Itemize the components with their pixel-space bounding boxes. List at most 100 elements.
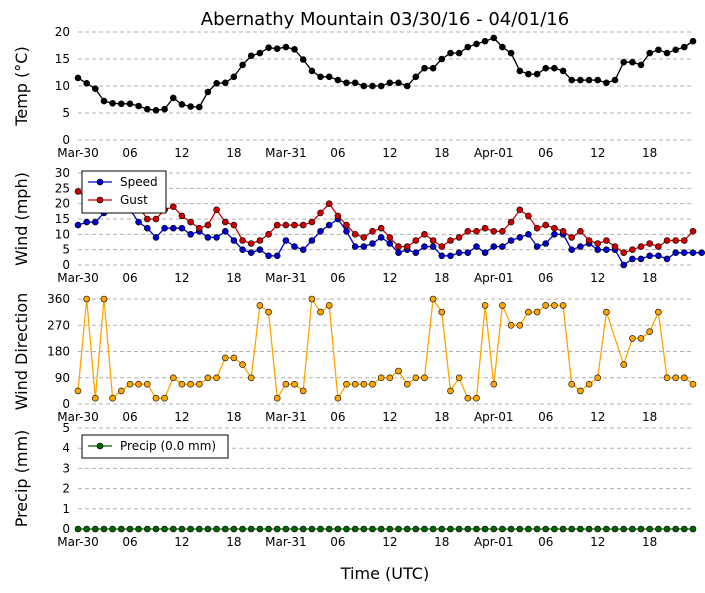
precipitation-data-point	[611, 525, 619, 533]
wind_direction-y-axis-label: Wind Direction	[12, 293, 31, 411]
precipitation-xtick-label: 18	[434, 535, 449, 549]
precipitation-data-point	[83, 525, 90, 533]
wind_direction-data-point	[126, 380, 134, 388]
precipitation-data-point	[386, 525, 394, 533]
temperature-data-point	[308, 67, 316, 75]
wind_direction-data-point	[360, 380, 368, 388]
temperature-data-point	[170, 94, 177, 102]
wind-data-point	[689, 249, 697, 256]
precipitation-data-point	[689, 525, 697, 533]
temperature-data-point	[620, 58, 628, 66]
precipitation-data-point	[265, 525, 272, 533]
wind_direction-data-point	[247, 374, 255, 382]
precipitation-y-axis-label: Precip (mm)	[12, 430, 31, 528]
wind_direction-data-point	[325, 302, 333, 309]
wind_direction-data-point	[273, 394, 281, 402]
wind_direction-data-point	[438, 308, 446, 316]
wind-data-point	[447, 252, 454, 260]
precipitation-legend-marker	[96, 442, 104, 450]
wind_direction-xtick-label: Mar-30	[57, 410, 98, 424]
precipitation-data-point	[74, 525, 82, 533]
temperature-xtick-label: Mar-30	[57, 146, 98, 160]
wind_direction-data-point	[646, 328, 654, 336]
x-axis-label: Time (UTC)	[340, 564, 429, 583]
wind-data-point	[680, 249, 688, 256]
wind-data-point	[386, 240, 394, 247]
wind_direction-data-point	[594, 374, 602, 382]
temperature-xtick-label: 12	[590, 146, 605, 160]
temperature-ytick-label: 10	[55, 79, 70, 93]
temperature-data-point	[577, 76, 584, 84]
temperature-xtick-label: Mar-31	[265, 146, 306, 160]
wind_direction-data-point	[447, 387, 454, 395]
wind-data-point	[308, 218, 316, 226]
wind_direction-xtick-label: 18	[434, 410, 449, 424]
precipitation-data-point	[92, 525, 99, 533]
wind-data-point	[299, 246, 307, 253]
temperature-data-point	[637, 61, 645, 69]
precipitation-xtick-label: 12	[174, 535, 189, 549]
temperature-xtick-label: 12	[174, 146, 189, 160]
wind_direction-data-point	[473, 394, 480, 402]
wind_direction-xtick-label: 06	[538, 410, 553, 424]
wind_direction-data-point	[239, 361, 246, 368]
wind_direction-data-point	[256, 302, 264, 309]
wind-data-point	[403, 243, 411, 250]
temperature-data-point	[135, 102, 142, 110]
temperature-data-point	[403, 82, 411, 90]
precipitation-xtick-label: 06	[330, 535, 345, 549]
precipitation-ytick-label: 1	[62, 502, 70, 516]
wind-data-point	[680, 237, 688, 244]
wind-data-point	[239, 246, 246, 253]
wind-data-point	[170, 203, 177, 210]
temperature-data-point	[118, 100, 125, 108]
precipitation-data-point	[317, 525, 324, 533]
wind-data-point	[603, 246, 610, 253]
wind_direction-data-point	[655, 308, 662, 316]
temperature-xtick-label: 06	[538, 146, 553, 160]
wind_direction-data-point	[629, 335, 636, 342]
temperature-data-point	[499, 43, 506, 51]
temperature-data-point	[196, 103, 203, 111]
precipitation-ytick-label: 2	[62, 482, 70, 496]
wind_direction-data-point	[170, 374, 177, 382]
wind-data-point	[481, 249, 489, 256]
wind-data-point	[204, 221, 212, 229]
temperature-data-point	[395, 79, 402, 87]
temperature-data-point	[455, 49, 463, 57]
wind-data-point	[351, 243, 359, 250]
temperature-data-point	[83, 80, 90, 87]
wind-data-point	[447, 237, 454, 244]
wind_direction-data-point	[369, 380, 376, 388]
wind-data-point	[455, 234, 463, 241]
precipitation-data-point	[620, 525, 628, 533]
wind-data-point	[213, 234, 220, 241]
wind-xtick-label: Apr-01	[474, 271, 514, 285]
precipitation-data-point	[256, 525, 264, 533]
wind-xtick-label: 12	[174, 271, 189, 285]
precipitation-xtick-label: 18	[642, 535, 657, 549]
precipitation-data-point	[637, 525, 645, 533]
wind-data-point	[273, 252, 281, 260]
wind-data-point	[637, 255, 645, 263]
precipitation-data-point	[473, 525, 480, 533]
temperature-ytick-label: 20	[55, 25, 70, 39]
wind_direction-series-line	[77, 297, 694, 401]
wind-legend-marker	[96, 178, 104, 186]
wind_direction-data-point	[161, 394, 168, 402]
precipitation-data-point	[551, 525, 558, 533]
wind-data-point	[698, 249, 705, 256]
precipitation-data-point	[351, 525, 359, 533]
temperature-xtick-label: 12	[382, 146, 397, 160]
wind_direction-data-point	[680, 374, 688, 382]
temperature-data-point	[490, 34, 498, 42]
wind-legend-box	[81, 170, 167, 214]
wind-data-point	[144, 224, 151, 232]
precipitation-data-point	[291, 525, 298, 533]
wind_direction-data-point	[109, 394, 116, 402]
wind-data-point	[481, 224, 489, 232]
precipitation-data-point	[464, 525, 472, 533]
wind-legend-label: Speed	[120, 175, 158, 189]
temperature-data-point	[680, 43, 688, 51]
wind-xtick-label: 06	[330, 271, 345, 285]
